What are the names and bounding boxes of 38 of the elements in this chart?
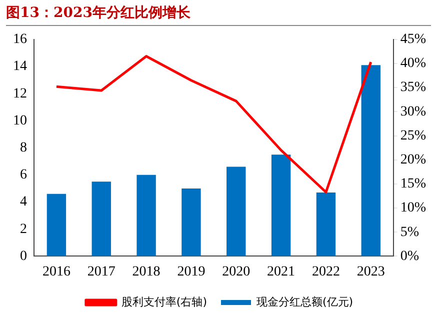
x-tick-label: 2017: [87, 264, 116, 280]
y-tick-label: 14: [13, 59, 27, 74]
x-tick-label: 2019: [177, 264, 206, 280]
y2-tick-label: 25%: [400, 128, 426, 144]
y-tick-label: 10: [13, 113, 27, 128]
y-tick-label: 6: [20, 168, 27, 183]
y2-tick-label: 45%: [400, 32, 426, 48]
bar: [46, 194, 66, 256]
bar: [271, 154, 291, 256]
x-tick-label: 2018: [132, 264, 160, 280]
chart-title: 图13：2023年分红比例增长: [6, 4, 431, 26]
y2-tick-label: 20%: [400, 152, 426, 168]
bar: [316, 192, 336, 256]
y2-tick-label: 15%: [400, 176, 426, 192]
y2-tick-label: 5%: [400, 224, 420, 240]
bar: [182, 188, 201, 256]
x-tick-label: 2021: [267, 264, 296, 280]
bar: [361, 65, 380, 256]
y2-tick-label: 0%: [400, 248, 420, 264]
bar: [136, 174, 156, 256]
y2-tick-label: 35%: [400, 80, 426, 96]
bar: [92, 182, 111, 256]
x-tick-label: 2022: [312, 264, 340, 280]
x-tick-label: 2016: [42, 264, 70, 280]
bar: [226, 166, 246, 256]
x-tick-label: 2023: [356, 264, 385, 280]
y-tick-label: 0: [20, 248, 27, 264]
y-tick-label: 4: [20, 194, 27, 210]
y-tick-label: 8: [20, 140, 27, 156]
y-tick-label: 16: [13, 32, 27, 48]
y2-tick-label: 30%: [400, 104, 426, 120]
x-tick-label: 2020: [222, 264, 250, 280]
y2-tick-label: 40%: [400, 56, 426, 72]
legend-label: 股利支付率(右轴): [121, 295, 208, 308]
y2-tick-label: 10%: [400, 200, 426, 216]
y-tick-label: 12: [13, 86, 27, 102]
legend-label: 现金分红总额(亿元): [256, 295, 354, 308]
y-tick-label: 2: [20, 222, 27, 237]
